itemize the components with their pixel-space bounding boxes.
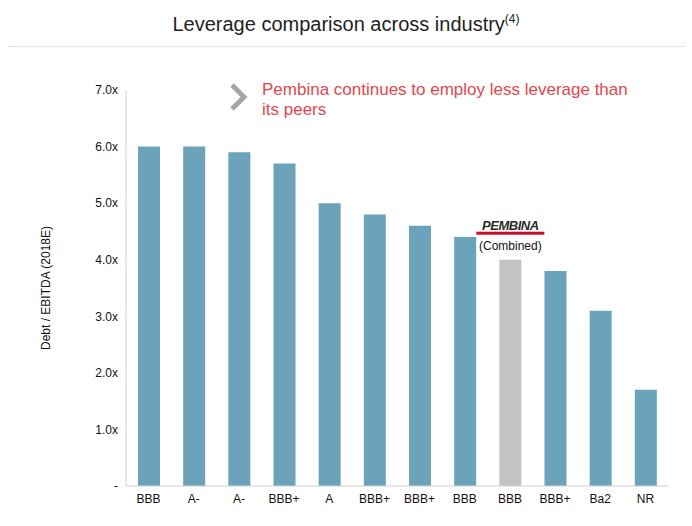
svg-text:(Combined): (Combined) [479,239,542,253]
svg-text:3.0x: 3.0x [95,310,118,324]
svg-text:A-: A- [233,492,245,506]
svg-text:BBB+: BBB+ [269,492,300,506]
svg-text:6.0x: 6.0x [95,140,118,154]
svg-text:-: - [114,479,118,493]
svg-text:BBB: BBB [453,492,477,506]
svg-text:5.0x: 5.0x [95,196,118,210]
svg-text:2.0x: 2.0x [95,366,118,380]
html-text:Leverage comparison across ind: Leverage comparison across industry(4) [172,12,520,35]
svg-text:BBB: BBB [137,492,161,506]
svg-text:Ba2: Ba2 [590,492,612,506]
svg-text:7.0x: 7.0x [95,83,118,97]
svg-text:BBB+: BBB+ [404,492,435,506]
svg-text:Debt / EBITDA (2018E): Debt / EBITDA (2018E) [39,226,53,350]
svg-text:NR: NR [637,492,655,506]
svg-text:4.0x: 4.0x [95,253,118,267]
html-text:Pembina continues to employ le: Pembina continues to employ less leverag… [262,80,628,119]
svg-text:BBB+: BBB+ [540,492,571,506]
svg-text:1.0x: 1.0x [95,423,118,437]
svg-text:BBB+: BBB+ [359,492,390,506]
svg-text:A: A [325,492,333,506]
svg-text:A-: A- [188,492,200,506]
svg-text:PEMBINA: PEMBINA [482,218,539,233]
svg-text:BBB: BBB [498,492,522,506]
